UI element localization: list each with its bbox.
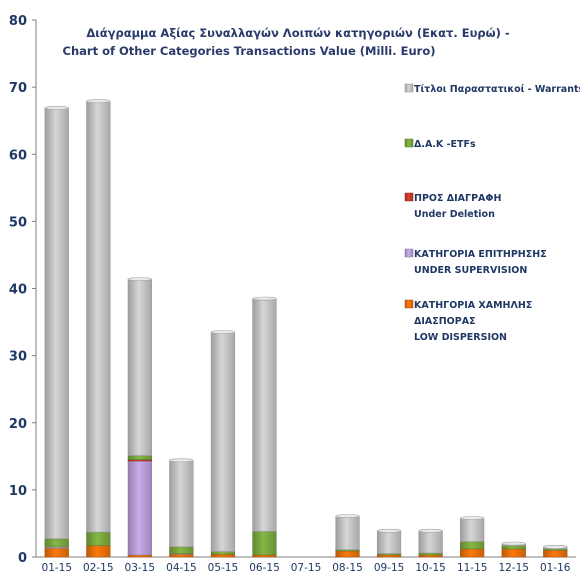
bar-segment-09-15-s0 [376,554,402,558]
y-tick-label: 40 [9,283,27,298]
bar-cap-06-15 [252,296,277,301]
legend-swatch [404,192,414,202]
axes [35,20,576,558]
bars [44,99,568,558]
x-tick-label: 07-15 [291,562,322,574]
bar-segment-10-15-s3 [418,552,443,556]
legend-label: Under Deletion [414,209,495,220]
bar-segment-05-15-s0 [210,554,236,558]
bar-cap-12-15 [501,541,526,546]
legend-swatch [404,248,414,258]
bar-segment-02-15-s3 [86,531,111,546]
y-tick-label: 50 [9,215,27,230]
y-tick-label: 60 [9,148,27,163]
bar-segment-01-16-s0 [543,550,568,558]
legend-label: Τίτλοι Παραστατικοί - Warrants [414,84,580,95]
y-tick-label: 30 [9,350,27,365]
bar-cap-10-15 [418,528,443,533]
x-tick-label: 02-15 [83,562,114,574]
bar-cap-01-15 [44,106,69,110]
bar-segment-08-15-s0 [335,550,360,558]
legend-label: ΚΑΤΗΓΟΡΙΑ ΕΠΙΤΗΡΗΣΗΣ [414,249,547,260]
x-tick-label: 08-15 [332,562,363,574]
bar-segment-03-15-s3 [127,455,152,460]
legend-label: ΠΡΟΣ ΔΙΑΓΡΑΦΗ [414,193,501,204]
chart-title: Διάγραμμα Αξίας Συναλλαγών Λοιπών κατηγο… [86,26,510,40]
bar-segment-02-15-s0 [86,545,111,558]
legend-swatch [404,83,414,93]
bar-segment-03-15-s1 [127,460,152,556]
bar-segment-03-15-s2 [127,459,152,462]
y-tick-label: 20 [9,417,27,432]
bar-segment-04-15-s3 [169,546,194,554]
x-tick-label: 04-15 [166,562,197,574]
bar-segment-06-15-s3 [252,531,277,556]
bar-segment-12-15-s3 [501,545,526,550]
bar-segment-01-15-s3 [44,538,69,548]
legend-swatch [404,138,414,148]
bar-segment-11-15-s4 [460,517,485,542]
x-tick-label: 01-16 [540,562,571,574]
legend: Τίτλοι Παραστατικοί - Warrants Δ.Α.Κ -ETF… [404,83,580,343]
bar-segment-06-15-s4 [252,298,277,532]
y-tick-label: 70 [9,81,27,96]
x-tick-label: 03-15 [125,562,156,574]
x-tick-labels: 01-15 02-15 03-15 04-15 05-15 06-15 07-15 08-15… [42,562,571,574]
legend-label: ΔΙΑΣΠΟΡΑΣ [414,316,476,327]
bar-segment-11-15-s0 [460,548,485,558]
chart-subtitle: Chart of Other Categories Transactions V… [63,44,436,58]
bar-cap-11-15 [460,516,485,521]
bar-segment-04-15-s4 [169,460,194,548]
bar-segment-10-15-s0 [418,554,443,558]
bar-segment-10-15-s4 [418,530,443,554]
bar-segment-02-15-s4 [86,100,111,533]
bar-segment-05-15-s4 [210,331,236,552]
bar-cap-05-15 [210,330,235,335]
x-tick-label: 10-15 [415,562,446,574]
legend-label: ΚΑΤΗΓΟΡΙΑ ΧΑΜΗΛΗΣ [414,300,532,311]
bar-segment-03-15-s4 [127,278,152,456]
bar-segment-04-15-s0 [169,554,194,558]
bar-segment-05-15-s3 [210,551,236,555]
legend-swatch [404,299,414,309]
x-tick-label: 05-15 [208,562,239,574]
bar-cap-08-15 [335,514,360,519]
bar-cap-01-16 [543,545,568,549]
bar-segment-01-15-s0 [44,548,69,558]
x-tick-label: 09-15 [374,562,405,574]
bar-cap-03-15 [127,277,152,282]
bar-segment-01-15-s4 [44,107,69,540]
bar-cap-04-15 [169,458,194,463]
y-tick-labels: 0 10 20 30 40 50 60 70 80 [9,14,36,566]
y-tick-label: 80 [9,14,27,29]
legend-label: UNDER SUPERVISION [414,265,527,276]
y-tick-label: 10 [9,484,27,499]
x-tick-label: 12-15 [498,562,529,574]
bar-cap-02-15 [86,99,111,104]
bar-segment-09-15-s4 [376,530,402,554]
bar-segment-03-15-s0 [127,554,152,558]
x-tick-label: 01-15 [42,562,73,574]
bar-cap-09-15 [377,528,402,533]
bar-segment-12-15-s0 [501,548,526,558]
x-tick-label: 06-15 [249,562,280,574]
legend-label: Δ.Α.Κ -ETFs [414,139,476,150]
x-tick-label: 11-15 [457,562,488,574]
bar-segment-08-15-s4 [335,515,360,550]
bar-segment-06-15-s0 [252,554,277,558]
legend-label: LOW DISPERSION [414,332,507,343]
y-tick-label: 0 [18,551,27,566]
bar-segment-11-15-s3 [460,541,485,550]
